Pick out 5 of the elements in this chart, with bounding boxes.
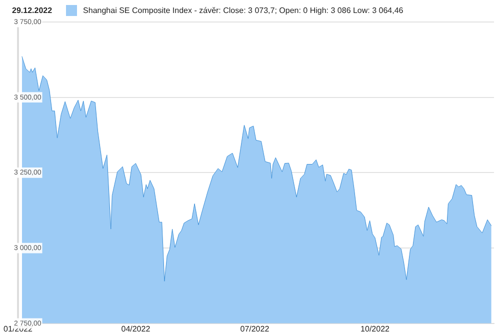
chart-title: 29.12.2022 — [12, 6, 52, 14]
x-tick-label: 10/2022 — [360, 324, 390, 334]
x-tick-label: 04/2022 — [121, 324, 151, 334]
legend-label: Shanghai SE Composite Index - závěr: Close: 3 073,7; Open: 0 High: 3 086 Low: 3 064,46 — [83, 6, 404, 14]
x-tick-label: 07/2022 — [240, 324, 270, 334]
